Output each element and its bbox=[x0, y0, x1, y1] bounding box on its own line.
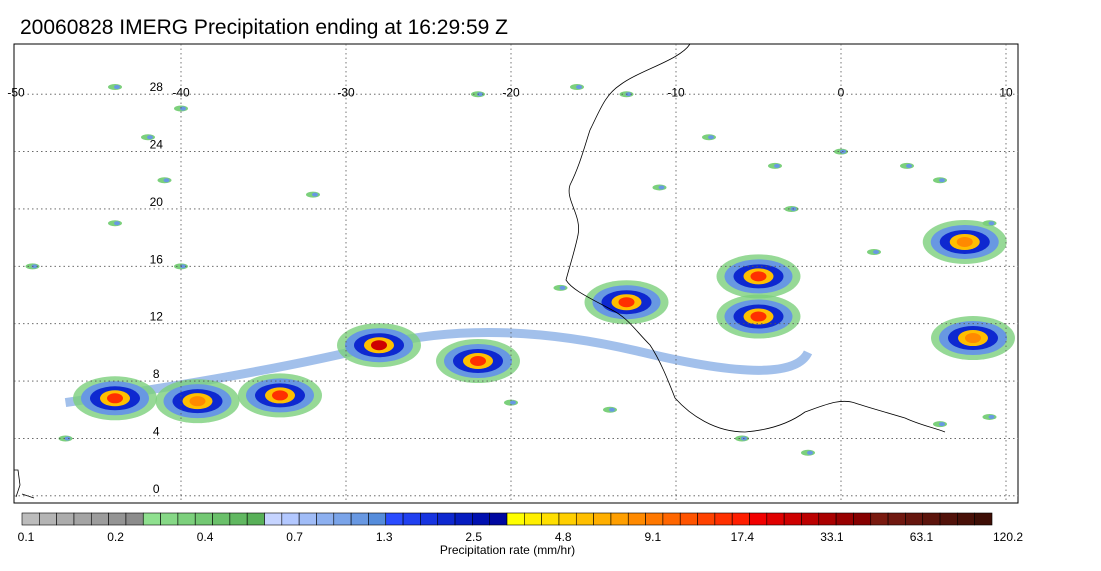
map-frame bbox=[13, 43, 1019, 504]
longitude-labels: -50 -40 -30 -20 -10 0 10 bbox=[7, 86, 1013, 100]
storm-cell bbox=[931, 316, 1015, 361]
lat-tick-label: 8 bbox=[153, 367, 160, 381]
gridlines bbox=[14, 44, 1018, 503]
lon-tick-label: 0 bbox=[838, 86, 845, 100]
storm-cell bbox=[436, 338, 520, 383]
storm-cell bbox=[73, 376, 157, 421]
lat-tick-label: 24 bbox=[150, 138, 164, 152]
itcz-band bbox=[64, 328, 813, 408]
storm-cell bbox=[716, 294, 801, 339]
storm-cell bbox=[238, 373, 322, 418]
lon-tick-label: -40 bbox=[172, 86, 190, 100]
storm-cell bbox=[337, 323, 421, 368]
colorbar-title: Precipitation rate (mm/hr) bbox=[439, 543, 576, 557]
lat-tick-label: 12 bbox=[150, 310, 164, 324]
latitude-labels: 0 4 8 12 16 20 24 28 bbox=[150, 80, 164, 496]
lon-tick-label: -10 bbox=[667, 86, 685, 100]
storm-cell bbox=[922, 219, 1007, 264]
lat-tick-label: 0 bbox=[153, 482, 160, 496]
storm-cell bbox=[584, 280, 669, 325]
lat-tick-label: 20 bbox=[150, 195, 164, 209]
lon-tick-label: -50 bbox=[7, 86, 25, 100]
lon-tick-label: 10 bbox=[999, 86, 1013, 100]
lon-tick-label: -30 bbox=[337, 86, 355, 100]
map-title: 20060828 IMERG Precipitation ending at 1… bbox=[20, 16, 508, 39]
storm-cell bbox=[716, 254, 801, 299]
lon-tick-label: -20 bbox=[502, 86, 520, 100]
lat-tick-label: 4 bbox=[153, 424, 160, 438]
lat-tick-label: 28 bbox=[150, 80, 164, 94]
lat-tick-label: 16 bbox=[150, 252, 164, 266]
storm-cell bbox=[155, 379, 240, 424]
